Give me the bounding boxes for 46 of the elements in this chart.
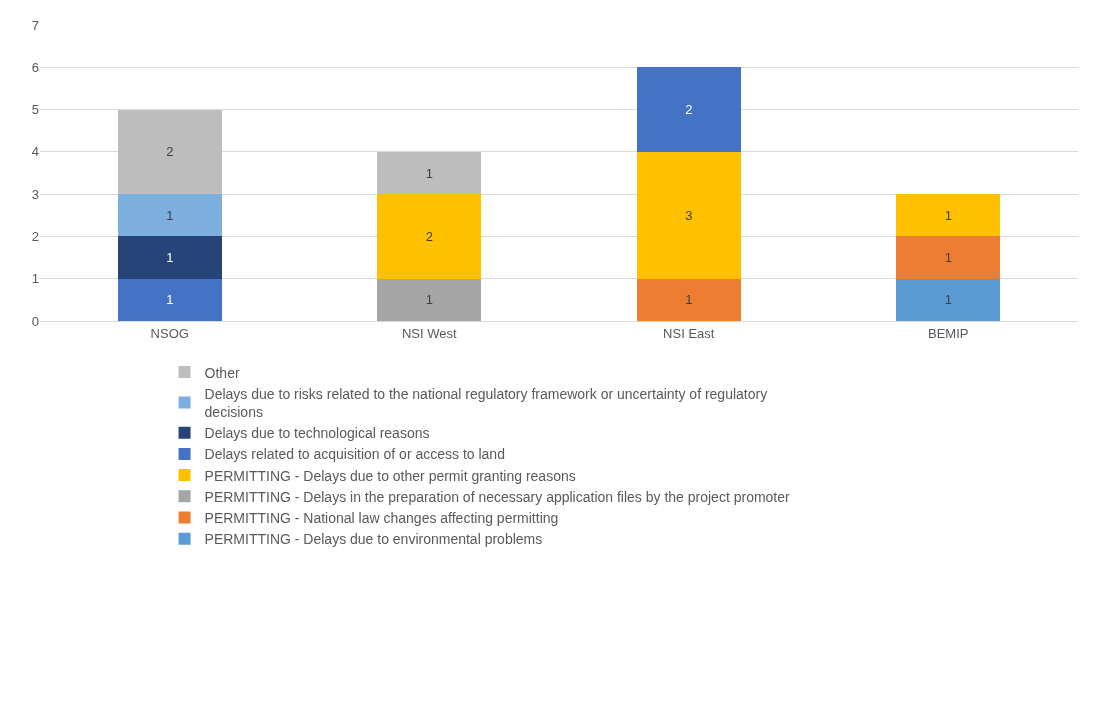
bar xyxy=(117,278,222,321)
bar xyxy=(896,236,1001,279)
data-label: 1 xyxy=(944,207,952,223)
legend-label: Other xyxy=(204,364,240,381)
legend-label: Delays due to risks related to the national regulatory framework or uncertainty of regulatory decisions xyxy=(204,385,768,420)
bar xyxy=(896,278,1001,321)
bar xyxy=(377,194,482,279)
bar xyxy=(377,151,482,195)
x-tick-label: NSI East xyxy=(663,325,715,341)
y-tick-label: 5 xyxy=(31,102,39,118)
x-tick-label: NSI West xyxy=(401,325,457,341)
data-label: 1 xyxy=(944,250,952,266)
data-label: 1 xyxy=(166,207,174,223)
data-label: 2 xyxy=(166,144,174,160)
bar xyxy=(896,194,1001,237)
bar xyxy=(117,194,222,237)
x-tick-label: BEMIP xyxy=(928,325,969,341)
legend-label: PERMITTING - National law changes affecting permitting xyxy=(204,509,559,526)
y-tick-label: 1 xyxy=(31,271,39,287)
y-tick-label: 0 xyxy=(31,313,39,329)
legend-label: Delays related to acquisition of or access to land xyxy=(204,446,505,463)
bar xyxy=(117,109,222,195)
data-label: 1 xyxy=(685,292,693,308)
bar xyxy=(377,278,482,321)
legend-label: PERMITTING - Delays due to environmental problems xyxy=(204,531,543,548)
bar xyxy=(636,67,741,152)
data-label: 1 xyxy=(425,292,433,308)
bar xyxy=(636,278,741,321)
bar xyxy=(117,236,222,279)
data-label: 3 xyxy=(685,207,693,223)
data-label: 2 xyxy=(425,228,433,244)
bar xyxy=(636,151,741,279)
x-tick-label: NSOG xyxy=(150,325,189,341)
legend-label: PERMITTING - Delays due to other permit granting reasons xyxy=(204,467,576,484)
data-label: 1 xyxy=(425,165,433,181)
y-tick-label: 4 xyxy=(31,144,39,160)
data-label: 2 xyxy=(685,102,693,118)
data-label: 1 xyxy=(166,292,174,308)
data-label: 1 xyxy=(166,250,174,266)
data-label: 1 xyxy=(944,292,952,308)
y-tick-label: 7 xyxy=(31,17,39,33)
legend-label: PERMITTING - Delays in the preparation of necessary application files by the project promoter xyxy=(204,488,791,505)
y-tick-label: 2 xyxy=(31,228,39,244)
y-tick-label: 3 xyxy=(31,186,39,202)
y-tick-label: 6 xyxy=(31,59,39,75)
legend-label: Delays due to technological reasons xyxy=(204,425,430,442)
